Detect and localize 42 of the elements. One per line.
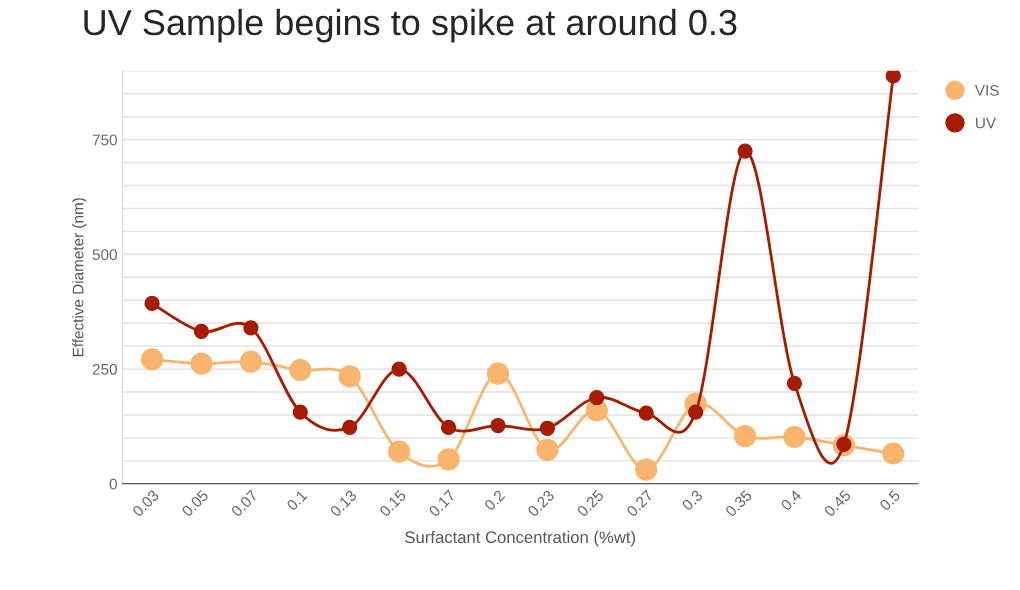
point: [786, 375, 803, 391]
point: [338, 365, 361, 388]
y-tick-label: 0: [109, 478, 117, 490]
point: [342, 419, 358, 435]
point: [536, 438, 559, 461]
chart-title: UV Sample begins to spike at around 0.3: [84, 8, 737, 43]
point: [539, 420, 556, 436]
point: [635, 458, 658, 481]
x-tick-label: 0.4: [780, 489, 803, 512]
point: [687, 404, 704, 420]
point: [885, 70, 901, 84]
point: [190, 352, 213, 375]
x-tick-label: 0.1: [285, 489, 308, 512]
point: [440, 419, 457, 435]
y-tick-label: 500: [92, 249, 117, 261]
point: [140, 348, 164, 371]
point: [243, 320, 259, 336]
point: [388, 440, 411, 463]
point: [193, 323, 210, 340]
point: [437, 448, 460, 471]
point: [289, 358, 312, 382]
legend-label: VIS: [974, 84, 999, 96]
x-tick-label: 0.5: [878, 489, 901, 512]
y-tick-label: 750: [92, 134, 117, 146]
legend-label: UV: [976, 117, 996, 129]
point: [737, 143, 753, 159]
point: [144, 295, 160, 312]
point: [292, 404, 308, 420]
point: [391, 361, 407, 377]
x-tick-label: 0.3: [681, 489, 704, 512]
point: [638, 405, 654, 421]
point: [783, 425, 806, 449]
point: [490, 417, 506, 434]
point: [486, 362, 510, 385]
point: [589, 389, 605, 406]
point: [882, 442, 905, 465]
y-tick-label: 250: [92, 363, 117, 375]
point: [733, 424, 757, 448]
x-tick-label: 0.2: [483, 489, 506, 512]
point: [239, 350, 262, 373]
x-axis-title: Surfactant Concentration (%wt): [405, 530, 635, 547]
y-axis-title: Effective Diameter (nm): [72, 198, 87, 357]
